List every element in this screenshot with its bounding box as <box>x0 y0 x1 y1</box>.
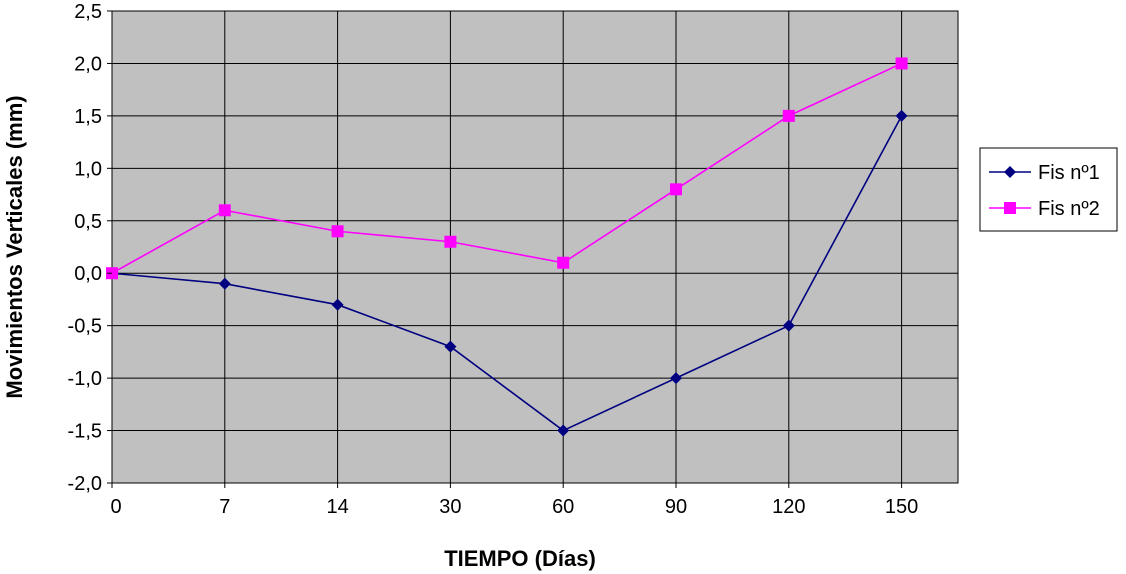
plot-area <box>111 10 959 484</box>
data-point <box>444 340 457 353</box>
y-tick-label: -1,0 <box>68 368 102 390</box>
series-line <box>111 115 903 432</box>
data-point <box>444 235 457 248</box>
y-tick-label: -2,0 <box>68 473 102 495</box>
data-point <box>782 109 795 122</box>
y-tick-label: 0,0 <box>74 263 102 285</box>
legend-label: Fis nº2 <box>1038 198 1100 220</box>
x-axis-ticks: 0 7 14 30 60 90 120 150 <box>110 483 918 518</box>
series-2 <box>106 57 908 280</box>
y-axis-ticks: -2,0 -1,5 -1,0 -0,5 0,0 0,5 1,0 1,5 2,0 2,5 <box>68 1 112 495</box>
legend: Fis nº1 Fis nº2 <box>979 147 1118 232</box>
x-tick-label: 0 <box>110 496 121 518</box>
grid-lines <box>112 10 958 484</box>
data-point <box>557 424 570 437</box>
x-axis-title: TIEMPO (Días) <box>444 546 596 571</box>
y-tick-label: -0,5 <box>68 316 102 338</box>
data-point <box>218 204 231 217</box>
x-tick-label: 90 <box>665 496 687 518</box>
x-tick-label: 7 <box>219 496 230 518</box>
y-tick-label: 1,5 <box>74 106 102 128</box>
legend-marker <box>1004 202 1016 214</box>
x-tick-label: 120 <box>772 496 805 518</box>
series-layer <box>106 57 908 437</box>
legend-box <box>979 147 1118 232</box>
y-axis-title: Movimientos Verticales (mm) <box>2 95 27 398</box>
data-point <box>895 109 908 122</box>
data-point <box>331 298 344 311</box>
legend-label: Fis nº1 <box>1038 162 1100 184</box>
data-point <box>670 183 682 196</box>
data-point <box>782 319 795 332</box>
series-line <box>111 62 902 274</box>
data-point <box>218 277 231 290</box>
y-tick-label: 0,5 <box>74 211 102 233</box>
y-tick-label: 1,0 <box>74 158 102 180</box>
data-point <box>331 225 344 238</box>
x-tick-label: 60 <box>552 496 574 518</box>
data-point <box>670 372 682 385</box>
data-point <box>895 57 908 70</box>
legend-item: Fis nº1 <box>989 162 1100 184</box>
y-tick-label: 2,0 <box>74 53 102 75</box>
y-tick-label: -1,5 <box>68 421 102 443</box>
legend-marker <box>1004 166 1016 178</box>
y-tick-label: 2,5 <box>74 1 102 23</box>
x-tick-label: 30 <box>439 496 461 518</box>
legend-item: Fis nº2 <box>989 198 1100 220</box>
data-point <box>557 256 570 269</box>
x-tick-label: 150 <box>885 496 918 518</box>
x-tick-label: 14 <box>326 496 348 518</box>
